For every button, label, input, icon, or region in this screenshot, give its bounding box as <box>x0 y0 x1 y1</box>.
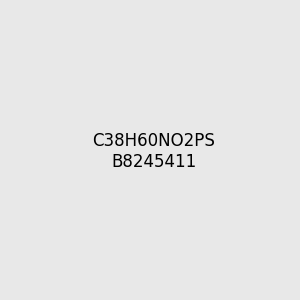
Text: C38H60NO2PS
B8245411: C38H60NO2PS B8245411 <box>92 132 215 171</box>
